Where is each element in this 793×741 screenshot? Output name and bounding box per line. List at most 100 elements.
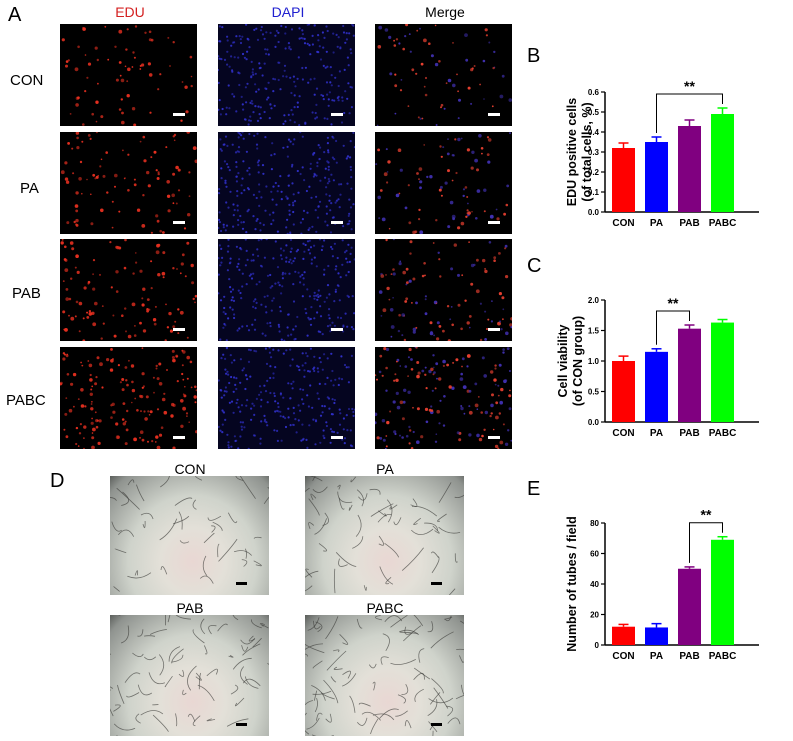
scale-bar (173, 221, 185, 224)
chart-e-category-label: PABC (709, 651, 737, 662)
row-label-pabc: PABC (6, 392, 46, 409)
cell-dots (60, 347, 197, 449)
fluorescence-image-con-edu (60, 24, 197, 126)
chart-b-category-label: CON (612, 218, 634, 229)
chart-c-bar-pa (645, 351, 668, 422)
column-header-edu: EDU (115, 4, 145, 20)
row-label-pab: PAB (12, 285, 41, 302)
scale-bar (431, 582, 442, 585)
chart-c-ytick-label: 1.0 (588, 357, 600, 366)
chart-c-category-label: PA (650, 428, 663, 439)
chart-c-significance-label: ** (668, 295, 679, 311)
fluorescence-image-pab-dapi (218, 239, 355, 341)
scale-bar (331, 436, 343, 439)
chart-e-bar-pabc (711, 539, 734, 645)
chart-c-ylabel-line: (of CON group) (571, 316, 585, 406)
chart-e-significance-label: ** (701, 507, 712, 523)
panel-a-letter: A (8, 4, 22, 26)
scale-bar (236, 723, 247, 726)
chart-e-bar-pa (645, 627, 668, 645)
cell-dots (375, 347, 512, 449)
tube-image-con (110, 476, 269, 595)
chart-c-ytick-label: 0.0 (588, 418, 600, 427)
chart-b-ylabel-line: EDU positive cells (565, 98, 579, 206)
tube-title-pabc: PABC (366, 600, 404, 616)
chart-b-bar-pa (645, 142, 668, 212)
chart-b-ylabel-line: (of total cells, %) (580, 102, 594, 201)
chart-b-category-label: PAB (679, 218, 699, 229)
chart-c-category-label: PABC (709, 428, 737, 439)
cell-dots (218, 132, 355, 234)
chart-b-ytick-label: 0.4 (588, 128, 600, 137)
scale-bar (236, 582, 247, 585)
chart-e-ytick-label: 20 (590, 611, 599, 620)
cell-dots (218, 239, 355, 341)
fluorescence-image-pab-edu (60, 239, 197, 341)
fluorescence-image-pab-merge (375, 239, 512, 341)
tube-image-pabc (305, 615, 464, 736)
tube-image-pa (305, 476, 464, 595)
fluorescence-image-con-merge (375, 24, 512, 126)
chart-c-ytick-label: 1.5 (588, 327, 600, 336)
chart-b-category-label: PA (650, 218, 663, 229)
fluorescence-image-pabc-edu (60, 347, 197, 449)
chart-c-bar-pab (678, 328, 701, 422)
chart-c-category-label: CON (612, 428, 634, 439)
chart-c-ytick-label: 0.5 (588, 388, 600, 397)
tube-network-pattern (305, 476, 464, 595)
tube-title-con: CON (174, 461, 206, 477)
row-label-pa: PA (20, 180, 39, 197)
chart-b-bar-con (612, 148, 635, 212)
scale-bar (173, 113, 185, 116)
fluorescence-image-pabc-merge (375, 347, 512, 449)
tube-network-pattern (110, 476, 269, 592)
chart-b-ytick-label: 0.1 (588, 188, 600, 197)
chart-e-ytick-label: 40 (590, 580, 599, 589)
chart-e-bar-con (612, 626, 635, 645)
chart-b-category-label: PABC (709, 218, 737, 229)
scale-bar (173, 328, 185, 331)
scale-bar (488, 113, 500, 116)
cell-dots (378, 239, 512, 341)
chart-c-bar-con (612, 361, 635, 422)
chart-b-bar-pab (678, 126, 701, 212)
cell-dots (218, 347, 355, 449)
chart-e-ytick-label: 60 (590, 550, 599, 559)
chart-b-ytick-label: 0.5 (588, 108, 600, 117)
chart-c-category-label: PAB (679, 428, 699, 439)
scale-bar (331, 113, 343, 116)
scale-bar (331, 221, 343, 224)
panel-d-letter: D (50, 470, 65, 492)
cell-dots (376, 24, 512, 126)
chart-e-ylabel-line: Number of tubes / field (565, 516, 579, 651)
chart-c-letter: C (527, 255, 541, 277)
chart-b-bar-pabc (711, 114, 734, 212)
chart-b-significance-label: ** (684, 78, 695, 94)
cell-dots (375, 132, 511, 234)
fluorescence-image-pa-edu (60, 132, 197, 234)
fluorescence-image-pa-dapi (218, 132, 355, 234)
chart-b-ytick-label: 0.3 (588, 148, 600, 157)
chart-e-bar-pab (678, 568, 701, 645)
fluorescence-image-pa-merge (375, 132, 512, 234)
cell-dots (60, 239, 197, 341)
chart-b-ytick-label: 0.0 (588, 208, 600, 217)
chart-c-ylabel-line: Cell viability (556, 324, 570, 397)
chart-e-letter: E (527, 478, 540, 500)
chart-e-category-label: PAB (679, 651, 699, 662)
tube-title-pa: PA (376, 461, 394, 477)
chart-e-category-label: CON (612, 651, 634, 662)
scale-bar (488, 436, 500, 439)
column-header-merge: Merge (425, 4, 465, 20)
column-header-dapi: DAPI (271, 4, 305, 20)
chart-c-bar-pabc (711, 322, 734, 422)
tube-image-pab (110, 615, 269, 736)
cell-dots (218, 24, 355, 126)
chart-e-ytick-label: 80 (590, 519, 599, 528)
row-label-con: CON (10, 72, 44, 89)
chart-c-ytick-label: 2.0 (588, 296, 600, 305)
tube-network-pattern (110, 615, 269, 736)
fluorescence-image-pabc-dapi (218, 347, 355, 449)
chart-e-ytick-label: 0 (595, 641, 600, 650)
